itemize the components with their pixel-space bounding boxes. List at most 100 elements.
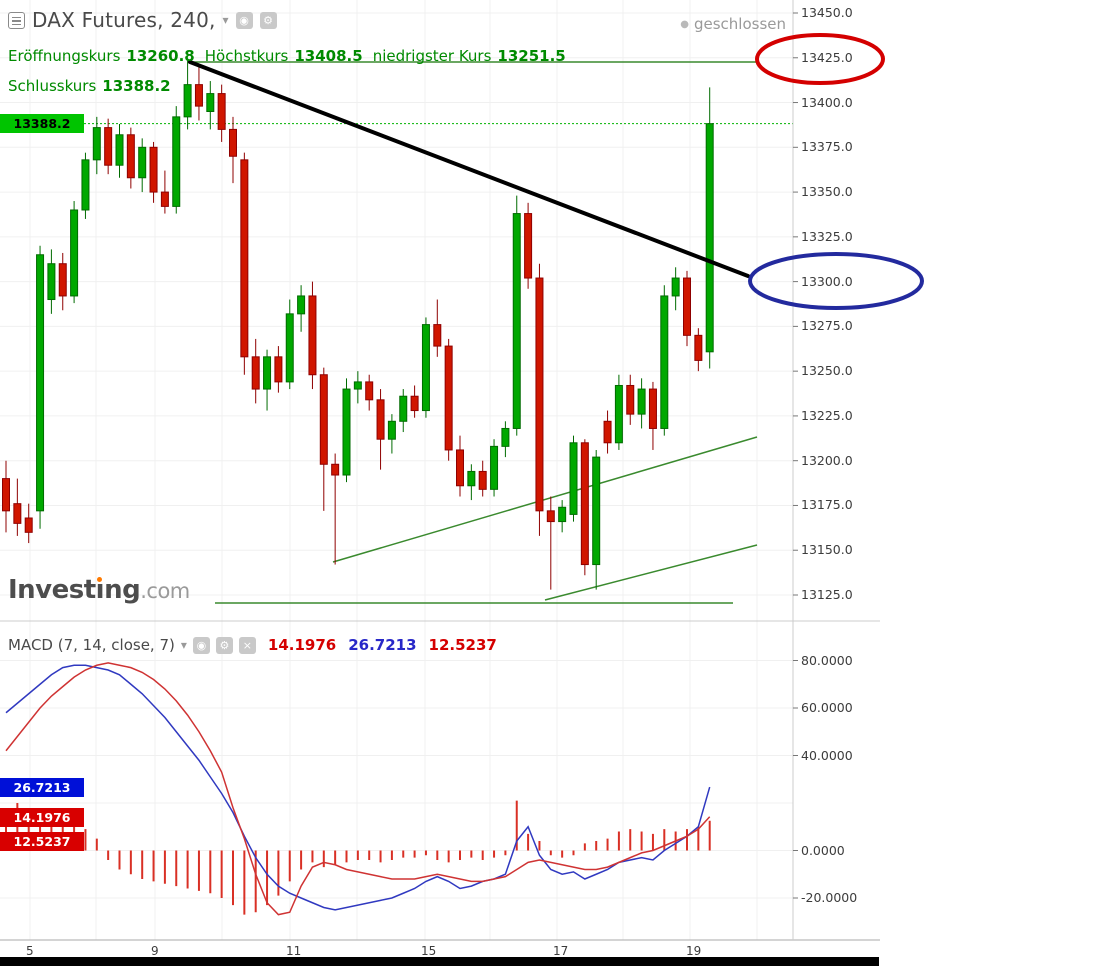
chart-menu-icon[interactable] xyxy=(8,11,25,29)
macd-histogram-value: 12.5237 xyxy=(428,636,497,654)
candle xyxy=(660,295,669,429)
candle xyxy=(172,116,181,207)
candle xyxy=(592,456,601,566)
market-status: ● geschlossen xyxy=(680,15,786,33)
eye-icon[interactable]: ◉ xyxy=(235,11,253,29)
candle xyxy=(580,442,589,566)
candle xyxy=(456,449,464,487)
candle xyxy=(104,127,113,166)
eye-icon[interactable]: ◉ xyxy=(192,636,210,654)
price-tick-label: 13175.0 xyxy=(801,497,853,513)
watermark-part1: Invest xyxy=(8,575,96,605)
close-value: 13388.2 xyxy=(102,77,171,95)
bottom-black-bar xyxy=(0,957,879,966)
candle xyxy=(444,345,453,451)
macd-header: MACD (7, 14, close, 7) ▾ ◉ ⚙ × 14.1976 2… xyxy=(8,636,497,654)
candle xyxy=(285,313,294,383)
chart-titlebar: DAX Futures, 240, ▾ ◉ ⚙ xyxy=(8,8,277,32)
candle xyxy=(47,263,56,301)
macd-signal-line xyxy=(5,662,711,916)
candle xyxy=(70,209,79,297)
price-tick-label: 13450.0 xyxy=(801,5,853,20)
candle xyxy=(251,356,260,390)
chevron-down-icon[interactable]: ▾ xyxy=(222,13,229,27)
candle xyxy=(319,374,328,465)
watermark-part3: .com xyxy=(140,579,190,603)
watermark-orange-dot-i: ı xyxy=(95,575,105,605)
time-axis-label: 19 xyxy=(686,944,702,958)
candle xyxy=(240,159,249,358)
candle xyxy=(217,93,226,130)
watermark-part2: ng xyxy=(104,575,141,605)
candle xyxy=(626,384,635,415)
candle xyxy=(524,213,533,279)
price-tick-label: 13375.0 xyxy=(801,139,853,155)
candle xyxy=(546,510,555,523)
price-tick-label: 13200.0 xyxy=(801,452,853,468)
macd-title[interactable]: MACD (7, 14, close, 7) xyxy=(8,636,175,654)
candle xyxy=(115,134,124,166)
macd-line-value: 26.7213 xyxy=(348,636,417,654)
candle xyxy=(13,503,22,524)
ohlc-legend: Eröffnungskurs 13260.8 Höchstkurs 13408.5 ni… xyxy=(8,47,576,65)
close-legend: Schlusskurs 13388.2 xyxy=(8,77,181,95)
candle xyxy=(297,295,306,315)
close-icon[interactable]: × xyxy=(238,636,256,654)
price-tick-label: 13250.0 xyxy=(801,363,853,379)
current-price-label: 13388.2 xyxy=(0,114,84,134)
candle xyxy=(478,470,487,490)
candle xyxy=(558,506,567,523)
candle xyxy=(637,388,646,415)
price-tick-label: 13350.0 xyxy=(801,184,853,200)
price-tick-label: 13400.0 xyxy=(801,94,853,110)
time-axis-label: 5 xyxy=(26,944,34,958)
gear-icon[interactable]: ⚙ xyxy=(215,636,233,654)
candle xyxy=(421,324,430,412)
time-axis-label: 9 xyxy=(151,944,159,958)
macd-tick-label: 60.0000 xyxy=(801,700,853,715)
price-tick-label: 13325.0 xyxy=(801,228,853,244)
red-ellipse-annotation[interactable] xyxy=(755,33,885,85)
status-dot-icon: ● xyxy=(680,18,689,30)
investing-watermark: Investıng.com xyxy=(8,575,190,605)
price-tick-label: 13225.0 xyxy=(801,407,853,423)
candle xyxy=(376,399,385,440)
green-trendline-annotation[interactable] xyxy=(544,544,758,601)
macd-axis-value-label: 12.5237 xyxy=(0,832,84,851)
candle xyxy=(206,93,215,112)
green-trendline-annotation[interactable] xyxy=(332,436,758,563)
candle xyxy=(399,395,408,422)
price-tick-label: 13275.0 xyxy=(801,318,853,334)
macd-line xyxy=(5,664,711,911)
candle xyxy=(92,127,101,161)
candle xyxy=(194,84,203,107)
time-axis-label: 17 xyxy=(553,944,569,958)
gear-icon[interactable]: ⚙ xyxy=(259,11,277,29)
black-trendline-annotation[interactable] xyxy=(188,60,750,278)
status-text: geschlossen xyxy=(693,15,786,33)
candle xyxy=(603,420,612,444)
candle xyxy=(410,395,419,412)
candle xyxy=(308,295,317,376)
candle xyxy=(81,159,90,211)
macd-signal-value: 14.1976 xyxy=(267,636,337,654)
candle xyxy=(501,427,510,447)
macd-axis-value-label: 14.1976 xyxy=(0,808,84,827)
candle xyxy=(705,123,714,353)
candle xyxy=(263,356,272,390)
candle xyxy=(138,146,147,179)
macd-tick-label: -20.0000 xyxy=(801,890,858,905)
chevron-down-icon[interactable]: ▾ xyxy=(180,638,187,652)
blue-ellipse-annotation[interactable] xyxy=(748,252,924,310)
candle xyxy=(683,277,691,336)
candle xyxy=(694,334,703,361)
low-value: 13251.5 xyxy=(497,47,566,65)
price-tick-label: 13150.0 xyxy=(801,542,853,558)
candle xyxy=(160,191,169,207)
candle xyxy=(58,263,67,297)
chart-title[interactable]: DAX Futures, 240, xyxy=(32,8,216,32)
candle xyxy=(467,470,476,487)
open-label: Eröffnungskurs xyxy=(8,47,121,65)
